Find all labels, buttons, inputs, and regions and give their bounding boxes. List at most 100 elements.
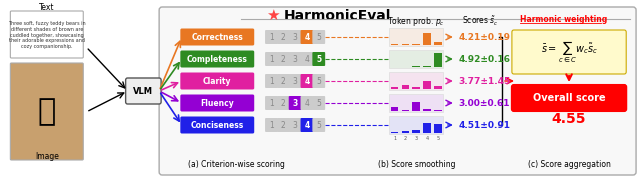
Bar xyxy=(434,86,442,89)
Text: Conciseness: Conciseness xyxy=(191,121,244,130)
FancyBboxPatch shape xyxy=(301,74,314,88)
Text: 4.92±0.16: 4.92±0.16 xyxy=(459,55,511,64)
Text: 4: 4 xyxy=(305,55,309,64)
FancyBboxPatch shape xyxy=(301,52,314,66)
Bar xyxy=(412,130,420,133)
FancyBboxPatch shape xyxy=(512,30,626,74)
FancyBboxPatch shape xyxy=(180,95,254,112)
FancyBboxPatch shape xyxy=(180,116,254,133)
Text: 5: 5 xyxy=(316,33,321,41)
Text: $\bar{s} = \sum_{c \in C} w_c \tilde{s}_c$: $\bar{s} = \sum_{c \in C} w_c \tilde{s}_… xyxy=(541,39,598,65)
FancyBboxPatch shape xyxy=(159,7,636,175)
Text: Scores $\tilde{s}_c$: Scores $\tilde{s}_c$ xyxy=(462,15,499,28)
Text: 3: 3 xyxy=(292,121,298,130)
Text: 1: 1 xyxy=(269,121,274,130)
FancyBboxPatch shape xyxy=(10,63,83,160)
FancyBboxPatch shape xyxy=(289,96,301,110)
FancyBboxPatch shape xyxy=(10,11,83,58)
FancyBboxPatch shape xyxy=(265,52,278,66)
FancyBboxPatch shape xyxy=(301,30,314,44)
Text: 3: 3 xyxy=(415,136,418,141)
Text: 4: 4 xyxy=(305,98,309,107)
Text: 1: 1 xyxy=(269,55,274,64)
Text: 2: 2 xyxy=(281,76,285,85)
Text: 2: 2 xyxy=(281,33,285,41)
Text: 2: 2 xyxy=(281,55,285,64)
Text: 4.21±0.19: 4.21±0.19 xyxy=(459,33,511,41)
Text: VLM: VLM xyxy=(133,87,154,96)
Bar xyxy=(390,132,399,133)
FancyBboxPatch shape xyxy=(388,50,443,68)
Text: Completeness: Completeness xyxy=(187,55,248,64)
Bar xyxy=(390,107,399,111)
Text: 🐻: 🐻 xyxy=(38,98,56,127)
Bar xyxy=(412,87,420,89)
Text: 1: 1 xyxy=(269,98,274,107)
Text: Harmonic weighting: Harmonic weighting xyxy=(520,15,607,24)
Text: 1: 1 xyxy=(393,136,396,141)
Bar xyxy=(412,44,420,45)
Text: 4: 4 xyxy=(304,121,310,130)
Bar xyxy=(401,110,410,111)
Text: 5: 5 xyxy=(316,76,321,85)
FancyBboxPatch shape xyxy=(289,118,301,132)
FancyBboxPatch shape xyxy=(312,96,325,110)
Text: 1: 1 xyxy=(269,76,274,85)
Text: 4: 4 xyxy=(304,76,310,85)
FancyBboxPatch shape xyxy=(277,52,290,66)
Text: 3: 3 xyxy=(292,76,298,85)
Text: Correctness: Correctness xyxy=(191,33,243,41)
FancyBboxPatch shape xyxy=(388,116,443,134)
FancyBboxPatch shape xyxy=(125,78,161,104)
FancyBboxPatch shape xyxy=(388,28,443,46)
Text: 4.51±0.91: 4.51±0.91 xyxy=(459,121,511,130)
Text: 5: 5 xyxy=(316,121,321,130)
Bar xyxy=(423,33,431,45)
Bar xyxy=(401,84,410,89)
FancyBboxPatch shape xyxy=(301,118,314,132)
FancyBboxPatch shape xyxy=(265,30,278,44)
FancyBboxPatch shape xyxy=(388,94,443,112)
FancyBboxPatch shape xyxy=(277,74,290,88)
FancyBboxPatch shape xyxy=(265,96,278,110)
Text: 3: 3 xyxy=(292,33,298,41)
FancyBboxPatch shape xyxy=(180,73,254,90)
Text: 2: 2 xyxy=(281,98,285,107)
Text: Fluency: Fluency xyxy=(200,98,234,107)
Text: 1: 1 xyxy=(269,33,274,41)
FancyBboxPatch shape xyxy=(265,74,278,88)
Text: (c) Score aggregation: (c) Score aggregation xyxy=(527,160,611,169)
FancyBboxPatch shape xyxy=(289,30,301,44)
Bar xyxy=(390,87,399,89)
FancyBboxPatch shape xyxy=(180,50,254,67)
Text: 5: 5 xyxy=(316,55,321,64)
FancyBboxPatch shape xyxy=(312,74,325,88)
Text: (a) Criterion-wise scoring: (a) Criterion-wise scoring xyxy=(188,160,284,169)
Text: Clarity: Clarity xyxy=(203,76,232,85)
FancyBboxPatch shape xyxy=(512,85,626,111)
Text: ★: ★ xyxy=(266,7,279,22)
Text: Token prob. $p_c$: Token prob. $p_c$ xyxy=(387,15,445,27)
FancyBboxPatch shape xyxy=(388,72,443,90)
Text: HarmonicEval: HarmonicEval xyxy=(284,9,390,23)
Bar xyxy=(434,110,442,111)
FancyBboxPatch shape xyxy=(289,74,301,88)
Text: 4.55: 4.55 xyxy=(552,112,586,126)
Text: 4: 4 xyxy=(304,33,310,41)
Bar xyxy=(434,42,442,45)
FancyBboxPatch shape xyxy=(277,118,290,132)
Bar xyxy=(401,131,410,133)
FancyBboxPatch shape xyxy=(265,118,278,132)
Bar xyxy=(423,109,431,111)
FancyBboxPatch shape xyxy=(312,52,325,66)
Text: 2: 2 xyxy=(281,121,285,130)
Bar xyxy=(423,122,431,133)
Text: 5: 5 xyxy=(436,136,440,141)
FancyBboxPatch shape xyxy=(180,28,254,45)
FancyBboxPatch shape xyxy=(277,96,290,110)
Bar xyxy=(423,81,431,89)
Text: 3.77±1.45: 3.77±1.45 xyxy=(459,76,511,85)
Text: Three soft, fuzzy teddy bears in
different shades of brown are
cuddled together,: Three soft, fuzzy teddy bears in differe… xyxy=(8,21,86,49)
Bar xyxy=(412,102,420,111)
Bar xyxy=(390,44,399,45)
